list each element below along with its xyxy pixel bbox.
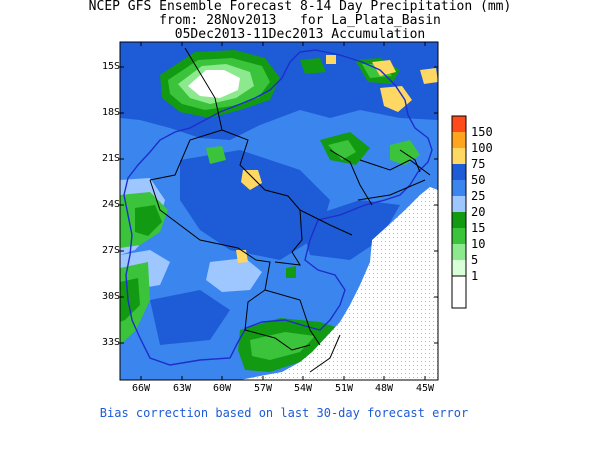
- legend-swatch-below-1: [451, 275, 467, 309]
- legend-swatch-5: [452, 244, 466, 260]
- legend-label-15: 15: [471, 221, 486, 235]
- lon-label-51w: 51W: [334, 383, 354, 394]
- legend-swatch-10: [452, 228, 466, 244]
- legend-swatch-100: [452, 132, 466, 148]
- legend-label-25: 25: [471, 189, 486, 203]
- legend-swatch-1: [452, 260, 466, 276]
- map-plot-area: [120, 42, 438, 380]
- accumulation-period: 05Dec2013-11Dec2013 Accumulation: [174, 27, 426, 42]
- legend-swatch-15: [452, 212, 466, 228]
- legend-swatch-150: [452, 116, 466, 132]
- legend-swatch-75: [452, 148, 466, 164]
- precipitation-field: [120, 42, 438, 380]
- lon-label-57w: 57W: [253, 383, 273, 394]
- lon-label-63w: 63W: [172, 383, 192, 394]
- bias-correction-note: Bias correction based on last 30-day for…: [99, 406, 469, 420]
- lon-label-45w: 45W: [415, 383, 435, 394]
- legend-label-75: 75: [471, 157, 486, 171]
- country-borders: [149, 47, 431, 373]
- lat-label-15s: 15S: [101, 61, 120, 72]
- basin-boundary: [123, 49, 433, 366]
- lat-label-21s: 21S: [101, 153, 120, 164]
- plot-frame: [119, 41, 439, 381]
- lon-label-54w: 54W: [293, 383, 313, 394]
- lon-label-48w: 48W: [374, 383, 394, 394]
- legend-label-20: 20: [471, 205, 486, 219]
- legend-label-150: 150: [471, 125, 493, 139]
- lat-label-18s: 18S: [101, 107, 120, 118]
- lon-label-60w: 60W: [212, 383, 232, 394]
- legend-label-50: 50: [471, 173, 486, 187]
- map-title: NCEP GFS Ensemble Forecast 8-14 Day Prec…: [88, 0, 512, 14]
- lat-label-27s: 27S: [101, 245, 120, 256]
- legend-swatch-50: [452, 164, 466, 180]
- lat-label-33s: 33S: [101, 337, 120, 348]
- legend-label-5: 5: [471, 253, 479, 267]
- legend-swatch-20: [452, 196, 466, 212]
- lon-label-66w: 66W: [131, 383, 151, 394]
- lat-label-24s: 24S: [101, 199, 120, 210]
- legend-colorbar: [451, 115, 467, 309]
- forecast-issue-date: from: 28Nov2013 for La_Plata_Basin: [159, 13, 441, 28]
- legend-label-10: 10: [471, 237, 486, 251]
- axis-ticks: [120, 42, 438, 380]
- legend-label-1: 1: [471, 269, 479, 283]
- legend-swatch-25: [452, 180, 466, 196]
- lat-label-30s: 30S: [101, 291, 120, 302]
- legend-label-100: 100: [471, 141, 493, 155]
